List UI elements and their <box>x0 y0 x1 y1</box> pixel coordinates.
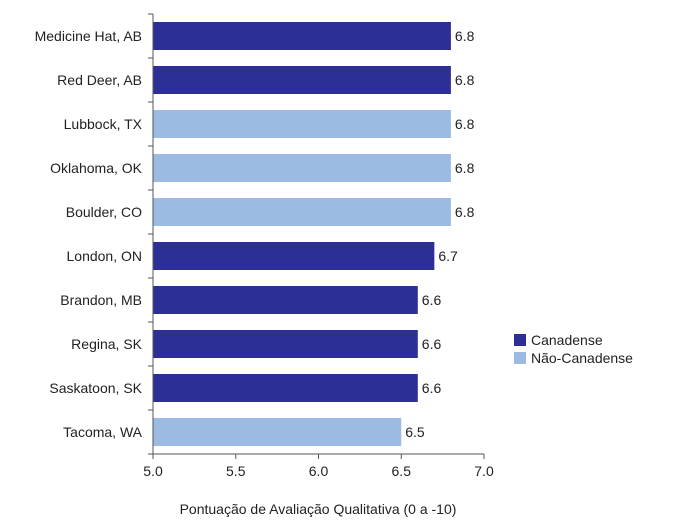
bar-9 <box>153 374 418 402</box>
x-tick-label: 7.0 <box>474 463 494 479</box>
value-label: 6.8 <box>455 28 475 44</box>
value-label: 6.6 <box>422 380 442 396</box>
bar-3 <box>153 110 451 138</box>
category-label: Saskatoon, SK <box>49 380 142 396</box>
category-label: Lubbock, TX <box>64 116 143 132</box>
bar-8 <box>153 330 418 358</box>
x-tick-label: 5.0 <box>143 463 163 479</box>
category-label: Oklahoma, OK <box>50 160 142 176</box>
x-tick-label: 6.0 <box>309 463 329 479</box>
x-axis-title: Pontuação de Avaliação Qualitativa (0 a … <box>180 501 457 517</box>
value-label: 6.6 <box>422 336 442 352</box>
value-label: 6.8 <box>455 72 475 88</box>
value-label: 6.8 <box>455 160 475 176</box>
legend-swatch-non-canadian <box>514 352 526 364</box>
value-label: 6.7 <box>438 248 458 264</box>
legend-label-canadian: Canadense <box>531 332 603 348</box>
value-label: 6.8 <box>455 204 475 220</box>
bar-7 <box>153 286 418 314</box>
bar-6 <box>153 242 435 270</box>
category-label: Regina, SK <box>71 336 142 352</box>
bar-2 <box>153 66 451 94</box>
category-label: London, ON <box>67 248 143 264</box>
value-label: 6.8 <box>455 116 475 132</box>
bar-10 <box>153 418 402 446</box>
bar-1 <box>153 22 451 50</box>
category-label: Boulder, CO <box>66 204 142 220</box>
category-label: Medicine Hat, AB <box>35 28 142 44</box>
value-label: 6.5 <box>405 424 425 440</box>
legend-swatch-canadian <box>514 334 526 346</box>
x-tick-label: 5.5 <box>226 463 246 479</box>
category-label: Brandon, MB <box>60 292 142 308</box>
x-tick-label: 6.5 <box>392 463 412 479</box>
category-label: Tacoma, WA <box>63 424 142 440</box>
legend-label-non-canadian: Não-Canadense <box>531 350 633 366</box>
bar-5 <box>153 198 451 226</box>
category-label: Red Deer, AB <box>57 72 142 88</box>
bar-4 <box>153 154 451 182</box>
value-label: 6.6 <box>422 292 442 308</box>
